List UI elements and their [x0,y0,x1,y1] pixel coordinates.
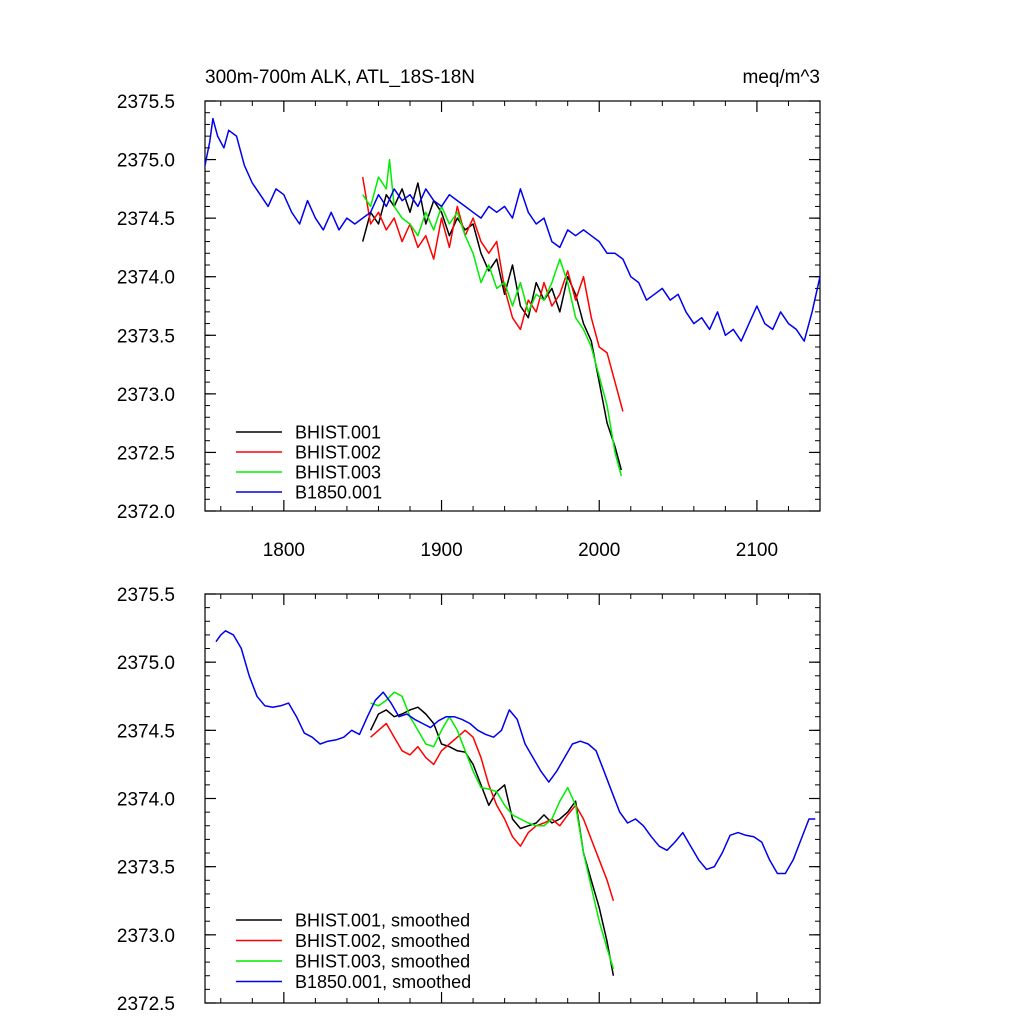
top-legend-label-4: B1850.001 [295,483,382,503]
bottom-y-tick-label: 2373.0 [117,926,175,947]
bottom-y-tick-label: 2373.5 [117,858,175,879]
bottom-legend-label-1: BHIST.001, smoothed [295,911,470,931]
top-series-line-1 [361,182,623,471]
top-y-tick-label: 2375.0 [117,151,175,172]
top-series-line-3 [362,158,623,477]
top-legend-label-1: BHIST.001 [295,423,381,443]
top-panel: 300m-700m ALK, ATL_18S-18N meq/m^3 1800 1… [117,67,821,561]
top-y-tick-label: 2375.5 [117,92,175,113]
top-x-tick-label: 2100 [736,540,778,561]
top-legend-label-2: BHIST.002 [295,443,381,463]
bottom-y-tick-label: 2374.5 [117,721,175,742]
top-series-line-4 [204,117,821,342]
bottom-y-tick-label: 2375.5 [117,585,175,606]
top-legend-label-3: BHIST.003 [295,463,381,483]
top-y-tick-label: 2373.5 [117,326,175,347]
top-x-tick-label: 2000 [578,540,620,561]
top-x-tick-label: 1900 [420,540,462,561]
bottom-series-line-2 [370,722,615,902]
top-y-tick-label: 2372.0 [117,502,175,523]
bottom-series-line-3 [370,691,615,970]
top-y-tick-label: 2373.0 [117,385,175,406]
top-series-line-2 [361,176,624,412]
bottom-legend-label-3: BHIST.003, smoothed [295,952,470,972]
top-y-tick-label: 2372.5 [117,443,175,464]
bottom-y-tick-label: 2372.5 [117,994,175,1015]
top-title-right: meq/m^3 [742,67,820,88]
top-plot-frame [204,100,821,512]
bottom-y-tick-label: 2375.0 [117,653,175,674]
top-x-tick-label: 1800 [263,540,305,561]
bottom-y-tick-label: 2374.0 [117,790,175,811]
top-y-tick-label: 2374.5 [117,209,175,230]
bottom-panel: 2372.5 2373.0 2373.5 2374.0 2374.5 2375.0 2375… [117,585,821,1015]
top-title-left: 300m-700m ALK, ATL_18S-18N [205,67,475,88]
bottom-legend-label-2: BHIST.002, smoothed [295,931,470,951]
bottom-series-line-4 [215,630,816,875]
bottom-legend-label-4: B1850.001, smoothed [295,972,471,992]
top-y-tick-label: 2374.0 [117,268,175,289]
